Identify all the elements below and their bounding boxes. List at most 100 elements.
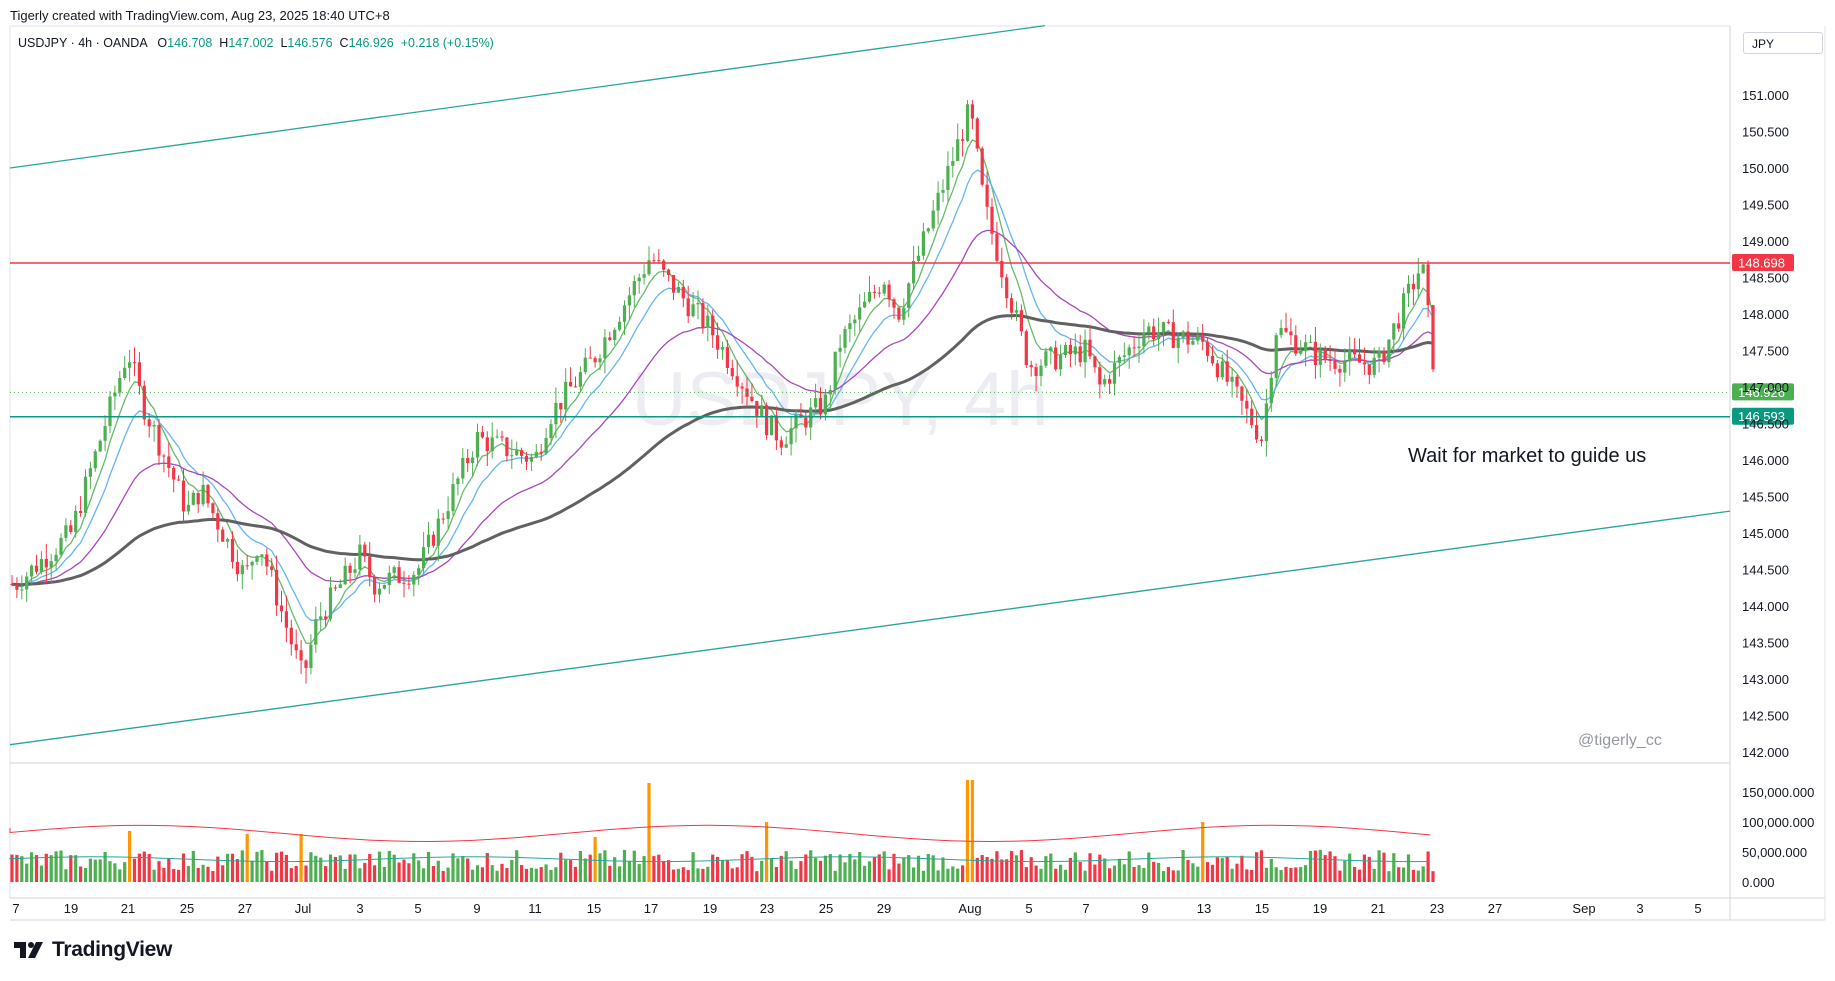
candle (539, 443, 543, 461)
currency-selector[interactable]: JPY (1743, 32, 1823, 54)
candle (377, 582, 382, 603)
candle (569, 367, 573, 387)
volume-bar (965, 780, 970, 882)
volume-bar (407, 863, 411, 882)
volume-bar (54, 851, 58, 882)
volume-bar (916, 855, 921, 882)
candle (1294, 325, 1298, 357)
volume-bar (495, 870, 499, 882)
volume-bar (186, 865, 190, 882)
volume-bar (333, 856, 337, 882)
candle (1049, 346, 1053, 365)
candle (1127, 344, 1131, 369)
volume-bar (1348, 853, 1352, 882)
volume-bar (74, 855, 78, 882)
volume-bar (956, 868, 960, 882)
candle (368, 542, 372, 587)
volume-bar (951, 866, 955, 882)
volume-bar (1014, 855, 1019, 882)
volume-bar (941, 857, 945, 882)
price-tick-label: 147.000 (1742, 380, 1789, 395)
candle (951, 147, 955, 178)
candle (240, 559, 244, 590)
candle (760, 394, 764, 417)
candle (833, 351, 837, 396)
candle (15, 577, 19, 598)
candle (98, 439, 102, 453)
volume-bar (676, 868, 680, 882)
volume-bar (216, 856, 220, 882)
candle (1005, 274, 1009, 309)
candle (456, 476, 460, 496)
volume-bar (1338, 870, 1342, 882)
volume-bar (848, 853, 852, 882)
annotation-text[interactable]: Wait for market to guide us (1408, 445, 1646, 467)
horizontal-levels[interactable]: 148.698 146.926 146.593 (10, 254, 1794, 425)
channel-upper-line[interactable] (9, 25, 1046, 169)
volume-bar (1196, 866, 1200, 882)
volume-bar (1240, 855, 1244, 882)
volume-bar (843, 862, 847, 882)
volume-bar (79, 866, 83, 882)
channel-lower-line[interactable] (9, 510, 1731, 746)
volume-bar (637, 864, 641, 882)
volume-bar (260, 850, 264, 882)
time-tick-label: Aug (958, 901, 981, 916)
volume-bar (706, 866, 710, 882)
candle (1421, 263, 1425, 274)
volume-bar (456, 858, 460, 882)
candle (1083, 329, 1087, 378)
volume-bar (740, 854, 744, 882)
volume-bar (382, 866, 386, 882)
time-axis[interactable]: 7 19 21 25 27 Jul 3 5 9 11 15 17 19 23 25 29 Aug 5 7 9 13 15 1… (12, 901, 1701, 916)
candle (1382, 347, 1386, 365)
candle (412, 571, 416, 597)
candle (505, 436, 509, 462)
volume-bar (853, 859, 857, 882)
candle (769, 415, 774, 436)
price-tick-label: 145.000 (1742, 526, 1789, 541)
volume-bar (436, 860, 440, 882)
time-tick-label: 3 (356, 901, 363, 916)
price-tick-label: 147.500 (1742, 344, 1789, 359)
volume-bar (284, 854, 288, 882)
symbol-name[interactable]: USDJPY · 4h · OANDA (18, 36, 147, 50)
volume-bar (20, 856, 24, 882)
volume-bar (980, 855, 984, 882)
price-tick-label: 144.500 (1742, 563, 1789, 578)
candle (1039, 359, 1043, 387)
candle (137, 351, 141, 395)
volume-bar (1377, 850, 1381, 882)
candle (1112, 350, 1117, 396)
channel-lines[interactable] (9, 25, 1731, 746)
volume-tick-label: 50,000.000 (1742, 845, 1807, 860)
volume-bar (598, 853, 602, 882)
volume-bar (1078, 862, 1082, 882)
time-tick-label: 9 (1141, 901, 1148, 916)
candle (1014, 301, 1019, 321)
volume-bar (353, 854, 357, 882)
candle (1142, 319, 1146, 354)
candle (622, 300, 627, 335)
candle (573, 376, 578, 388)
volume-bar (1103, 858, 1107, 882)
volume-bar (338, 855, 342, 882)
time-tick-label: 17 (644, 901, 658, 916)
candle (260, 553, 264, 566)
candle (1279, 319, 1283, 339)
volume-bar (784, 851, 788, 882)
candle (230, 531, 235, 569)
price-axis[interactable]: 151.000 150.500 150.000 149.500 149.000 148.5… (1742, 88, 1789, 760)
price-tick-label: 149.500 (1742, 198, 1789, 213)
volume-bar (1318, 849, 1322, 882)
candle (740, 382, 744, 404)
volume-bar (1411, 869, 1415, 882)
svg-text:148.698: 148.698 (1738, 256, 1785, 271)
volume-bar (1049, 853, 1053, 882)
volume-bar (667, 860, 671, 882)
volume-bar (564, 859, 568, 882)
volume-bar (608, 865, 612, 882)
candle (402, 571, 406, 598)
volume-bar (569, 860, 573, 882)
